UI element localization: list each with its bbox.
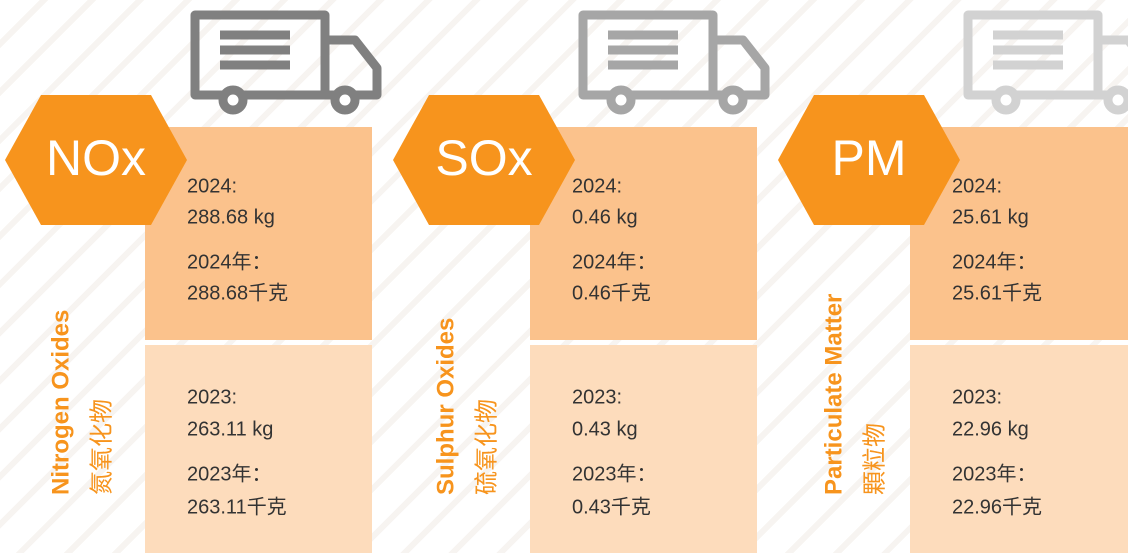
current-text: 0.46千克	[572, 281, 651, 304]
previous-text: 2023年：	[187, 462, 272, 485]
previous-text: 263.11 kg	[187, 418, 273, 440]
previous-text: 2023年：	[572, 462, 657, 485]
previous-text: 2023:	[952, 386, 1002, 408]
current-text: 0.46 kg	[572, 206, 638, 228]
current-text: 2024年：	[952, 250, 1037, 273]
previous-box	[145, 345, 372, 553]
previous-text: 22.96千克	[952, 495, 1042, 518]
previous-text: 2023:	[187, 386, 237, 408]
truck-wheel	[606, 85, 636, 115]
current-text: 2024:	[572, 175, 622, 197]
current-text: 288.68 kg	[187, 206, 275, 228]
hexagon	[5, 95, 187, 225]
truck-wheel	[330, 85, 360, 115]
truck-body	[963, 10, 1103, 100]
truck-icon	[963, 10, 1128, 115]
previous-text: 2023年：	[952, 462, 1037, 485]
truck-cab	[713, 35, 770, 100]
truck-wheel	[1103, 85, 1128, 115]
abbreviation: NOx	[46, 130, 146, 186]
name-en: Nitrogen Oxides	[47, 310, 74, 495]
current-text: 2024年：	[572, 250, 657, 273]
previous-box	[530, 345, 757, 553]
current-text: 2024:	[187, 175, 237, 197]
truck-body	[190, 10, 330, 100]
name-en: Sulphur Oxides	[432, 318, 459, 495]
truck-cab	[325, 35, 382, 100]
truck-icon	[190, 10, 382, 115]
current-text: 288.68千克	[187, 281, 288, 304]
truck-wheel	[718, 85, 748, 115]
truck-icon	[578, 10, 770, 115]
truck-cab	[1098, 35, 1128, 100]
current-text: 2024:	[952, 175, 1002, 197]
previous-text: 0.43千克	[572, 495, 651, 518]
truck-wheel	[218, 85, 248, 115]
previous-text: 263.11千克	[187, 495, 287, 518]
current-text: 2024年：	[187, 250, 272, 273]
abbreviation: PM	[832, 130, 907, 186]
name-zh: 顆粒物	[861, 423, 888, 495]
previous-text: 2023:	[572, 386, 622, 408]
truck-wheel	[991, 85, 1021, 115]
hexagon	[393, 95, 575, 225]
previous-box	[910, 345, 1128, 553]
abbreviation: SOx	[435, 130, 532, 186]
name-en: Particulate Matter	[820, 294, 847, 495]
truck-body	[578, 10, 718, 100]
previous-text: 22.96 kg	[952, 418, 1029, 440]
previous-text: 0.43 kg	[572, 418, 638, 440]
name-zh: 硫氧化物	[473, 399, 500, 495]
hexagon	[778, 95, 960, 225]
current-text: 25.61千克	[952, 281, 1042, 304]
current-text: 25.61 kg	[952, 206, 1029, 228]
name-zh: 氮氧化物	[88, 399, 115, 495]
